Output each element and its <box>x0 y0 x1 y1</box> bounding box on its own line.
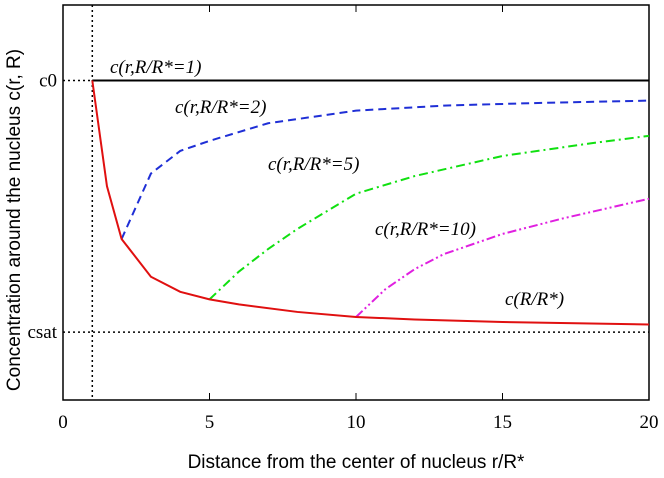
data-line <box>355 197 650 318</box>
x-tick-label: 15 <box>493 412 512 433</box>
x-tick-label: 5 <box>205 412 215 433</box>
y-tick-label: csat <box>27 322 57 343</box>
data-line <box>120 99 650 240</box>
series-label: c(r,R/R*=1) <box>110 57 201 78</box>
data-line <box>208 134 650 301</box>
x-tick-label: 10 <box>347 412 366 433</box>
data-line <box>91 80 650 326</box>
y-tick-label: c0 <box>39 70 57 91</box>
y-axis-label: Concentration around the nucleus c(r, R) <box>4 49 25 391</box>
series-label: c(r,R/R*=10) <box>375 219 476 240</box>
series-label: c(R/R*) <box>505 289 564 310</box>
series-label: c(r,R/R*=5) <box>268 154 359 175</box>
x-axis-label: Distance from the center of nucleus r/R* <box>188 452 525 473</box>
x-tick-label: 0 <box>58 412 68 433</box>
x-tick-label: 20 <box>640 412 659 433</box>
series-label: c(r,R/R*=2) <box>175 97 266 118</box>
